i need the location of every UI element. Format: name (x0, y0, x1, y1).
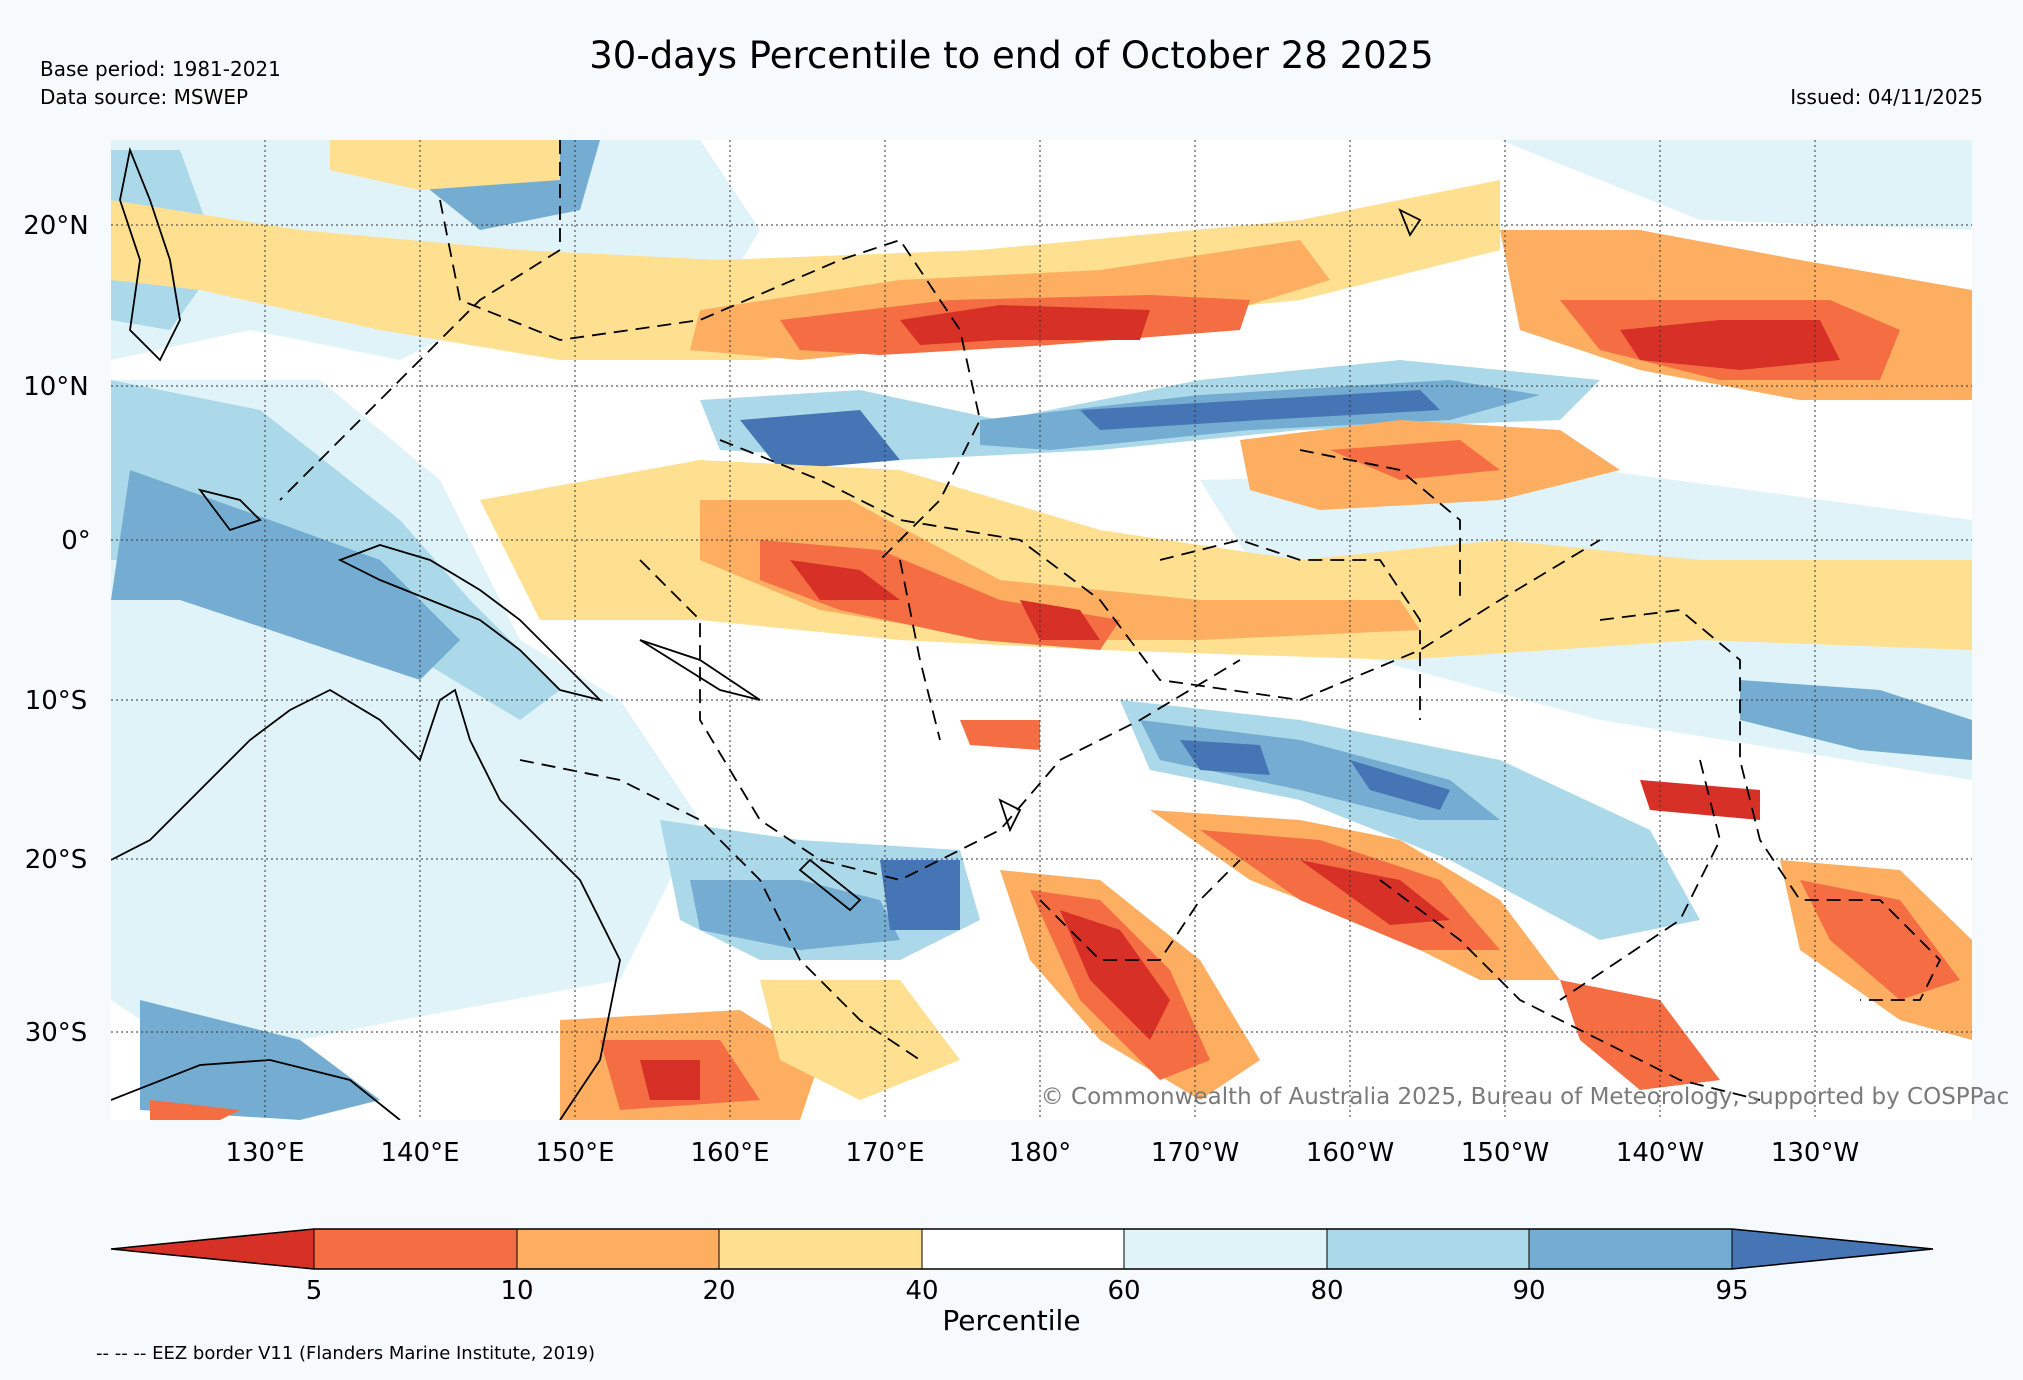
lon-tick-label: 140°W (1616, 1138, 1704, 1168)
longitude-tick-labels: 130°E 140°E 150°E 160°E 170°E 180° 170°W… (225, 1138, 1859, 1168)
lon-tick-label: 160°E (690, 1138, 769, 1168)
lat-tick-label: 0° (61, 526, 91, 556)
colorbar-tick-label: 20 (702, 1276, 735, 1306)
colorbar-segment-low (111, 1229, 314, 1269)
lat-tick-label: 10°S (25, 686, 88, 716)
colorbar-segment (1327, 1229, 1529, 1269)
base-period-label: Base period: 1981-2021 (40, 57, 281, 81)
colorbar: 5 10 20 40 60 80 90 95 (110, 1228, 1934, 1306)
colorbar-segment-high (1732, 1229, 1933, 1269)
lon-tick-label: 170°E (845, 1138, 924, 1168)
lon-tick-label: 130°E (225, 1138, 304, 1168)
colorbar-tick-label: 5 (306, 1276, 323, 1306)
colorbar-segment (719, 1229, 922, 1269)
colorbar-segment (922, 1229, 1124, 1269)
lon-tick-label: 130°W (1771, 1138, 1859, 1168)
lon-tick-label: 150°W (1461, 1138, 1549, 1168)
eez-border-lines (279, 140, 1942, 1101)
lon-tick-label: 170°W (1151, 1138, 1239, 1168)
colorbar-tick-label: 40 (905, 1276, 938, 1306)
colorbar-tick-label: 80 (1310, 1276, 1343, 1306)
colorbar-tick-label: 90 (1512, 1276, 1545, 1306)
percentile-field (111, 140, 1972, 1120)
lat-tick-label: 20°N (23, 211, 89, 241)
colorbar-tick-label: 60 (1107, 1276, 1140, 1306)
lon-tick-label: 180° (1009, 1138, 1072, 1168)
colorbar-segment (314, 1229, 517, 1269)
colorbar-segment (1529, 1229, 1732, 1269)
lon-tick-label: 140°E (380, 1138, 459, 1168)
copyright-watermark: © Commonwealth of Australia 2025, Bureau… (1041, 1084, 2010, 1110)
colorbar-segment (1124, 1229, 1327, 1269)
lat-tick-label: 10°N (23, 372, 89, 402)
lat-tick-label: 20°S (25, 845, 88, 875)
graticule-lines (111, 140, 1972, 1120)
issued-date-label: Issued: 04/11/2025 (1790, 85, 1983, 109)
coastline-lines (111, 146, 1422, 1120)
latitude-tick-labels: 20°N 10°N 0° 10°S 20°S 30°S (23, 211, 91, 1048)
page-title: 30-days Percentile to end of October 28 … (589, 34, 1434, 77)
colorbar-tick-label: 10 (500, 1276, 533, 1306)
colorbar-tick-label: 95 (1715, 1276, 1748, 1306)
colorbar-label: Percentile (942, 1304, 1081, 1337)
lon-tick-label: 160°W (1306, 1138, 1394, 1168)
lon-tick-label: 150°E (535, 1138, 614, 1168)
colorbar-segment (517, 1229, 719, 1269)
data-source-label: Data source: MSWEP (40, 85, 249, 109)
lat-tick-label: 30°S (25, 1018, 88, 1048)
eez-border-note: -- -- -- EEZ border V11 (Flanders Marine… (96, 1343, 596, 1364)
